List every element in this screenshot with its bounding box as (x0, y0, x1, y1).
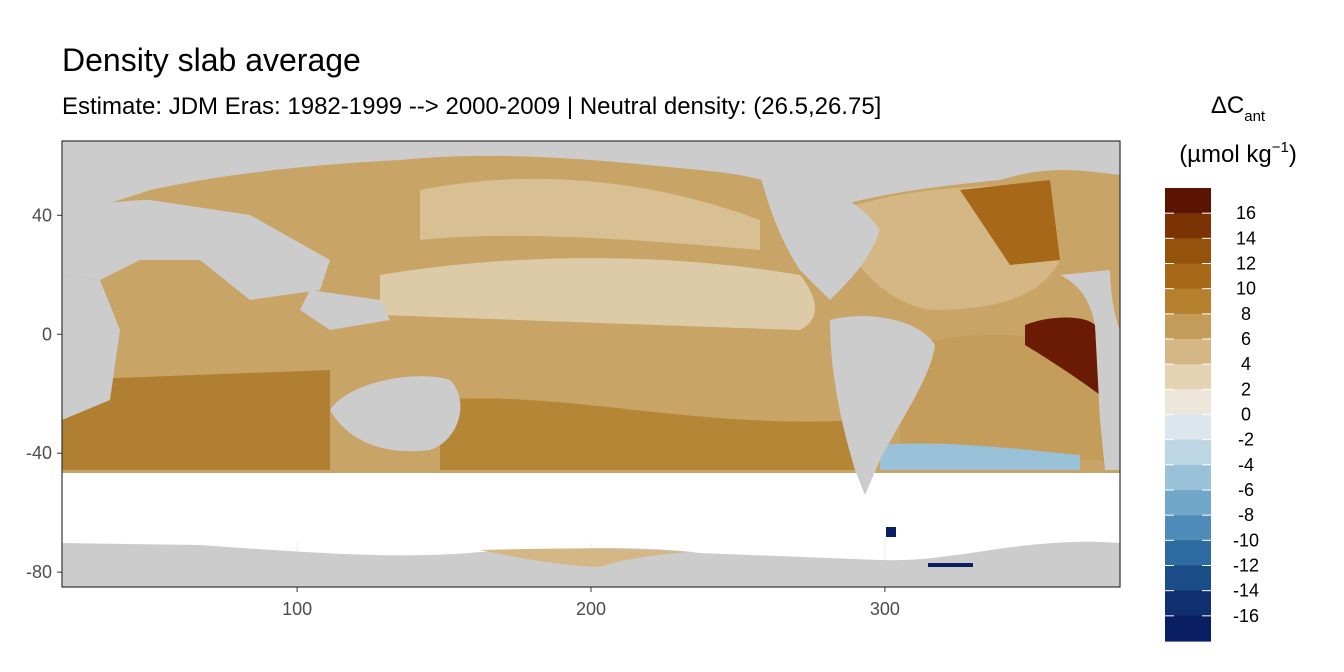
legend-swatch (1165, 263, 1211, 290)
ocean-north-atlantic-dark (960, 180, 1060, 265)
y-axis: 40 0 -40 -80 (26, 205, 62, 582)
land-australia (330, 376, 461, 452)
x-axis: 100 200 300 (282, 587, 900, 619)
y-tick-label: -40 (26, 443, 52, 463)
y-tick-label: -80 (26, 562, 52, 582)
legend-label: -6 (1238, 480, 1254, 500)
land-north (62, 141, 1120, 215)
legend-swatch (1165, 615, 1211, 642)
ocean-negative-patch (880, 443, 1080, 470)
ocean-dark-blue-spot (886, 527, 896, 537)
legend-label: 4 (1241, 354, 1251, 374)
legend-swatch (1165, 490, 1211, 516)
legend-unit-close: ) (1289, 141, 1297, 168)
legend-label: -16 (1233, 606, 1259, 626)
legend-label: 0 (1241, 405, 1251, 425)
x-tick-label: 200 (576, 599, 606, 619)
ocean-field (62, 141, 1120, 587)
legend-label: -8 (1238, 505, 1254, 525)
legend-swatch (1165, 188, 1211, 214)
legend-swatch (1165, 213, 1211, 239)
ocean-band-south-indian (62, 370, 330, 470)
legend-label: 6 (1241, 329, 1251, 349)
legend-label: -14 (1233, 581, 1259, 601)
y-tick-label: 0 (42, 324, 52, 344)
legend-swatch (1165, 590, 1211, 617)
legend-swatch (1165, 288, 1211, 315)
land-africa-west (62, 275, 120, 420)
legend-swatch (1165, 439, 1211, 466)
legend-label: -12 (1233, 556, 1259, 576)
ocean-band-south-pacific (440, 398, 860, 470)
ocean-south-atlantic (900, 335, 1105, 460)
legend-swatch (1165, 540, 1211, 567)
legend-label: 12 (1236, 254, 1256, 274)
land-asia (62, 200, 330, 300)
chart-subtitle: Estimate: JDM Eras: 1982-1999 --> 2000-2… (62, 93, 882, 120)
legend-label: -10 (1233, 530, 1259, 550)
legend-label: 8 (1241, 304, 1251, 324)
legend-swatch (1165, 389, 1211, 416)
legend-swatch (1165, 364, 1211, 390)
legend-label: 2 (1241, 379, 1251, 399)
land-indonesia (300, 290, 390, 330)
legend-label: -4 (1238, 455, 1254, 475)
legend-label: 14 (1236, 228, 1256, 248)
legend-swatch (1165, 313, 1211, 340)
legend-swatch (1165, 339, 1211, 365)
x-tick-label: 100 (282, 599, 312, 619)
ocean-band-north-pacific-light (420, 178, 760, 250)
legend-unit: (µmol kg−1) (1179, 139, 1297, 168)
land-south-america (830, 316, 935, 495)
y-tick-label: 40 (32, 205, 52, 225)
legend-title-subscript: ant (1244, 108, 1266, 125)
legend-label: -2 (1238, 430, 1254, 450)
legend-swatch (1165, 565, 1211, 592)
legend: ΔCant (µmol kg−1) 16 14 12 10 8 6 4 2 0 -2 -4 -6 -8 -10… (1165, 92, 1297, 642)
ocean-equatorial-atlantic-max (1025, 317, 1100, 395)
x-tick-label: 300 (870, 599, 900, 619)
legend-label: 16 (1236, 203, 1256, 223)
ocean-ross-sea (480, 548, 690, 567)
legend-swatch (1165, 515, 1211, 541)
legend-unit-superscript: −1 (1272, 139, 1289, 156)
legend-swatch (1165, 238, 1211, 265)
legend-swatch (1165, 464, 1211, 491)
chart-title: Density slab average (62, 42, 361, 78)
legend-swatch (1165, 414, 1211, 441)
legend-label: 10 (1236, 279, 1256, 299)
legend-title: ΔCant (1211, 92, 1266, 125)
land-north-america (760, 175, 880, 300)
ocean-dark-blue-spot-2 (928, 563, 973, 567)
ocean-band-equatorial-pacific (380, 258, 815, 330)
southern-ocean-no-data (62, 473, 1120, 543)
land-africa (1060, 270, 1120, 470)
